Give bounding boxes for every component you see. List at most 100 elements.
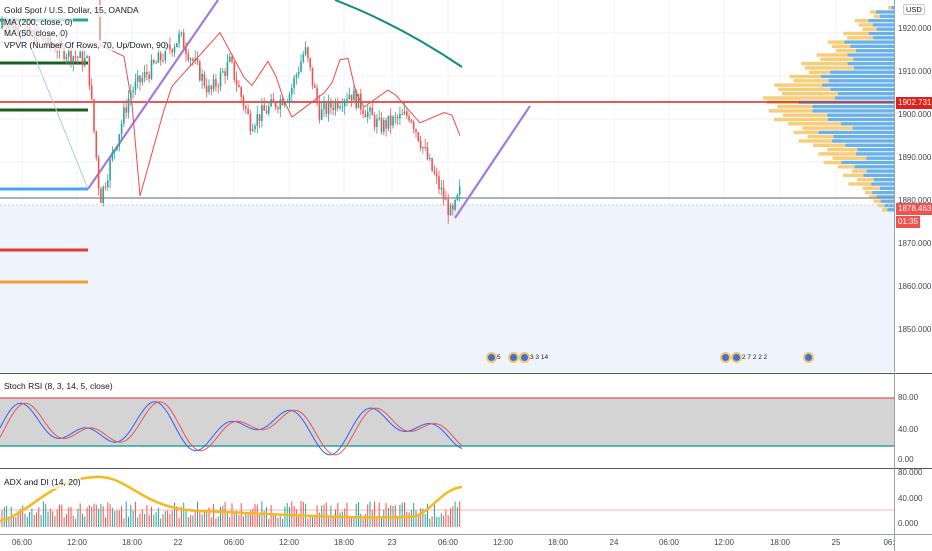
candle-body: [159, 52, 162, 61]
time-label: 24: [609, 538, 619, 547]
vpvr-bar-up: [838, 92, 894, 96]
time-label: 06:: [883, 538, 895, 547]
candle-body: [125, 107, 127, 113]
stoch-rsi-svg[interactable]: [0, 374, 894, 468]
economic-event-group[interactable]: [803, 352, 814, 363]
vpvr-bar-down: [854, 18, 869, 23]
candle-body: [222, 71, 224, 73]
time-label: 12:00: [66, 538, 88, 547]
candle-body: [136, 75, 139, 82]
candle-body: [452, 205, 454, 210]
candle-body: [120, 123, 123, 135]
vpvr-bar-up: [876, 10, 894, 14]
symbol-title[interactable]: Gold Spot / U.S. Dollar, 15, OANDA: [4, 5, 139, 17]
candle-body: [412, 122, 415, 130]
economic-event-group[interactable]: 5: [486, 352, 501, 363]
candle-body: [67, 48, 70, 57]
candle-body: [93, 99, 95, 132]
time-label: 12:00: [278, 538, 300, 547]
vpvr-legend[interactable]: VPVR (Number Of Rows, 70, Up/Down, 90): [4, 39, 169, 51]
candle-body: [104, 186, 107, 188]
us-flag-icon: [508, 352, 519, 363]
candle-body: [291, 88, 293, 95]
vpvr-bar-down: [793, 79, 829, 83]
candle-body: [316, 87, 318, 102]
time-label: 12:00: [713, 538, 735, 547]
candle-body: [304, 47, 307, 55]
candle-body: [81, 51, 84, 66]
candle-body: [261, 105, 263, 122]
adx-legend[interactable]: ADX and DI (14, 20): [4, 477, 81, 489]
price-chart-pane[interactable]: Gold Spot / U.S. Dollar, 15, OANDA MA (2…: [0, 0, 894, 372]
candle-body: [403, 111, 406, 115]
rsi-tick: 0.00: [898, 455, 914, 464]
candle-body: [373, 115, 376, 128]
candle-body: [65, 56, 68, 59]
candle-body: [447, 199, 449, 216]
time-label: 12:00: [492, 538, 514, 547]
candle-body: [143, 71, 146, 78]
economic-event-group[interactable]: 2 7 2 2 2: [720, 352, 767, 363]
vpvr-bar-up: [822, 83, 894, 87]
stoch-rsi-legend[interactable]: Stoch RSI (8, 3, 14, 5, close): [4, 381, 113, 393]
candle-body: [362, 109, 364, 115]
candle-body: [201, 73, 203, 81]
candle-body: [343, 100, 346, 107]
candle-body: [314, 85, 316, 88]
stoch-rsi-pane[interactable]: Stoch RSI (8, 3, 14, 5, close): [0, 373, 894, 468]
ma200-legend[interactable]: MA (200, close, 0): [4, 16, 73, 28]
adx-pane[interactable]: ADX and DI (14, 20): [0, 468, 894, 535]
candle-body: [74, 56, 77, 58]
candle-body: [231, 56, 233, 62]
vpvr-bar-up: [818, 130, 894, 135]
trend-line: [454, 105, 531, 219]
candle-body: [323, 103, 325, 110]
vpvr-bar-down: [823, 160, 842, 165]
candle-body: [72, 56, 75, 63]
last-price-tag: 1878.463: [896, 203, 932, 215]
candle-body: [389, 115, 392, 126]
axis-corner: [894, 534, 932, 551]
currency-button[interactable]: USD: [903, 4, 925, 15]
candle-body: [215, 79, 217, 87]
economic-event-group[interactable]: 3 3 14: [508, 352, 548, 363]
vpvr-bar-down: [778, 87, 831, 92]
candle-body: [123, 107, 125, 124]
vpvr-bar-down: [804, 66, 854, 70]
candle-body: [380, 117, 383, 132]
vpvr-bar-up: [845, 143, 894, 147]
candle-body: [109, 159, 111, 181]
candle-body: [116, 146, 118, 150]
candle-body: [199, 61, 201, 81]
rsi-axis[interactable]: 80.00 40.00 0.00: [894, 373, 932, 468]
candle-body: [164, 46, 167, 61]
vpvr-bar-up: [854, 165, 894, 169]
candle-body: [185, 48, 187, 55]
vpvr-bar-down: [835, 49, 857, 53]
vpvr-bar-up: [812, 109, 894, 113]
price-tick: 1910.000: [898, 67, 932, 76]
time-label: 06:00: [11, 538, 33, 547]
ma50-legend[interactable]: MA (50, close, 0): [4, 28, 68, 40]
stoch-k-line: [0, 401, 463, 456]
candle-body: [318, 101, 321, 120]
price-chart-svg[interactable]: [0, 0, 894, 372]
candle-body: [139, 75, 141, 83]
candle-body: [84, 58, 86, 66]
candle-body: [212, 79, 215, 90]
vpvr-bar-down: [862, 186, 880, 190]
candle-body: [300, 61, 302, 72]
candle-body: [277, 107, 279, 110]
candle-body: [394, 116, 397, 118]
candle-body: [330, 100, 332, 108]
vpvr-bar-down: [820, 57, 854, 61]
time-axis[interactable]: 06:00 12:00 18:00 22 06:00 12:00 18:00 23 06:00 1…: [0, 534, 895, 551]
time-label: 23: [387, 538, 397, 547]
candle-body: [254, 125, 256, 130]
candle-body: [406, 111, 408, 116]
price-axis[interactable]: 1920.000 1910.000 1900.000 1890.000 1880…: [894, 0, 932, 372]
candle-body: [268, 106, 270, 114]
adx-svg[interactable]: [0, 469, 894, 535]
adx-axis[interactable]: 80.000 40.000 0.000: [894, 468, 932, 535]
candle-body: [272, 99, 275, 102]
